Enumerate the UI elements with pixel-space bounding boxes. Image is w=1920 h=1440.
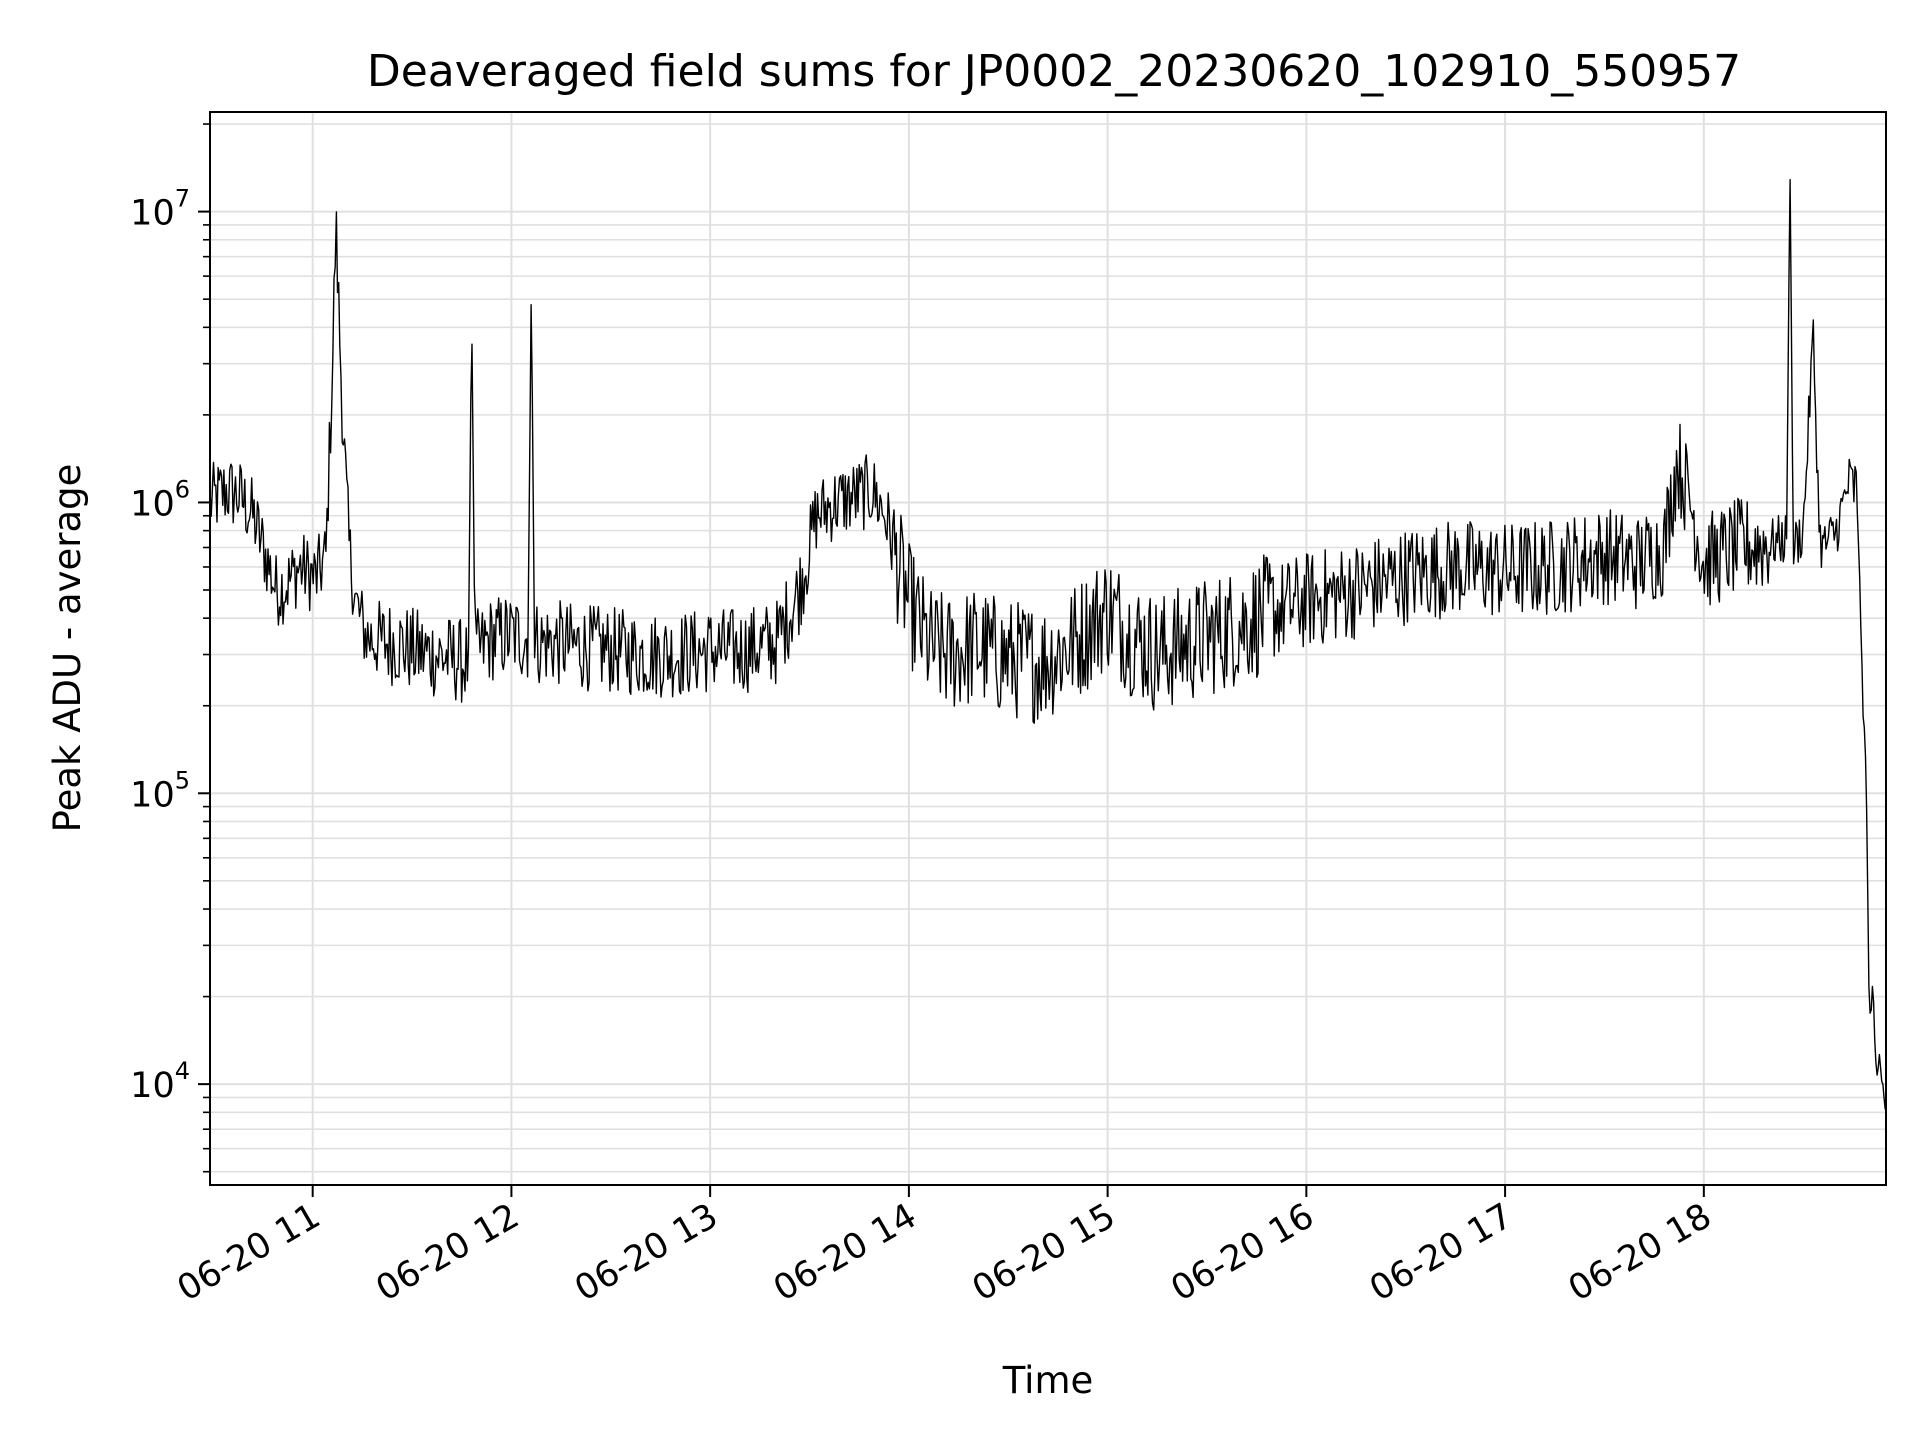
x-axis-label: Time xyxy=(1002,1359,1094,1402)
data-series-line xyxy=(209,179,1886,1110)
y-axis-label: Peak ADU - average xyxy=(46,464,89,833)
y-axis-ticks: 104 105 106 107 xyxy=(130,123,210,1173)
y-tick-label: 106 xyxy=(130,475,190,524)
data-series xyxy=(209,179,1886,1110)
y-tick-label: 107 xyxy=(130,185,190,234)
y-tick-label: 104 xyxy=(130,1057,190,1106)
y-tick-label: 105 xyxy=(130,766,190,815)
chart-title: Deaveraged field sums for JP0002_2023062… xyxy=(367,46,1741,97)
plot-area-frame xyxy=(209,111,1887,1186)
